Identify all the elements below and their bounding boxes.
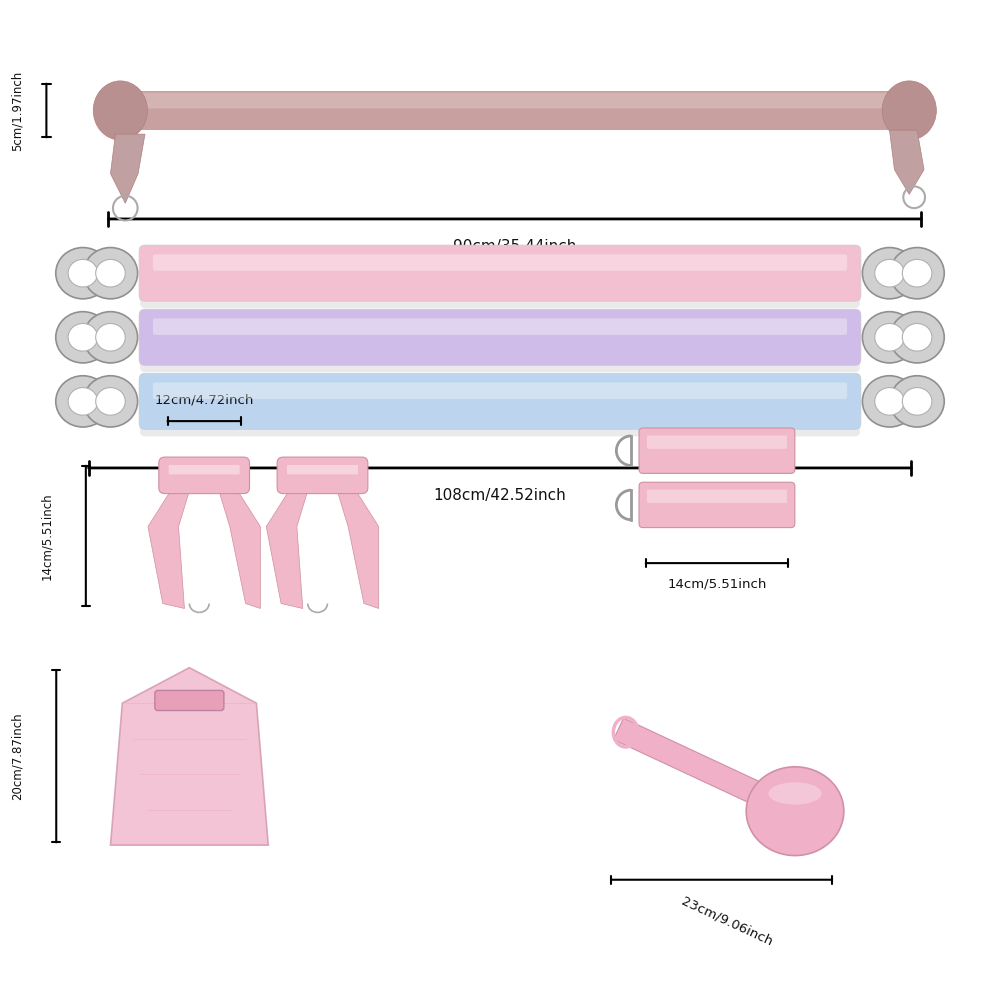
Ellipse shape (68, 323, 98, 351)
Ellipse shape (902, 259, 932, 287)
FancyBboxPatch shape (159, 457, 250, 494)
Ellipse shape (56, 248, 110, 299)
Ellipse shape (68, 388, 98, 415)
Ellipse shape (746, 767, 844, 856)
Text: 20cm/7.87inch: 20cm/7.87inch (10, 713, 23, 800)
Ellipse shape (875, 323, 904, 351)
FancyBboxPatch shape (647, 436, 787, 449)
FancyBboxPatch shape (140, 409, 860, 436)
Polygon shape (218, 488, 260, 608)
Ellipse shape (890, 312, 944, 363)
FancyBboxPatch shape (287, 465, 358, 474)
FancyBboxPatch shape (153, 383, 847, 399)
Text: 14cm/5.51inch: 14cm/5.51inch (40, 492, 53, 580)
Ellipse shape (862, 248, 917, 299)
Ellipse shape (83, 376, 138, 427)
Ellipse shape (768, 782, 822, 805)
FancyBboxPatch shape (140, 281, 860, 308)
FancyBboxPatch shape (155, 690, 224, 711)
Ellipse shape (902, 388, 932, 415)
Polygon shape (110, 668, 268, 845)
FancyBboxPatch shape (153, 254, 847, 271)
FancyBboxPatch shape (639, 482, 795, 528)
Ellipse shape (882, 81, 936, 140)
FancyBboxPatch shape (153, 318, 847, 335)
FancyBboxPatch shape (169, 465, 240, 474)
Ellipse shape (93, 81, 147, 140)
Ellipse shape (890, 248, 944, 299)
Ellipse shape (68, 259, 98, 287)
Ellipse shape (902, 323, 932, 351)
Ellipse shape (56, 376, 110, 427)
FancyBboxPatch shape (140, 345, 860, 372)
FancyBboxPatch shape (647, 490, 787, 503)
Text: 90cm/35.44inch: 90cm/35.44inch (453, 239, 576, 254)
Ellipse shape (862, 376, 917, 427)
Polygon shape (110, 134, 145, 203)
Polygon shape (148, 488, 190, 608)
FancyBboxPatch shape (133, 93, 896, 109)
Polygon shape (125, 91, 904, 130)
Polygon shape (890, 130, 924, 194)
Ellipse shape (96, 323, 125, 351)
Ellipse shape (96, 259, 125, 287)
Ellipse shape (862, 312, 917, 363)
FancyBboxPatch shape (139, 309, 861, 365)
Polygon shape (336, 488, 379, 608)
Polygon shape (614, 718, 820, 831)
Ellipse shape (875, 259, 904, 287)
Text: 108cm/42.52inch: 108cm/42.52inch (434, 488, 566, 503)
Ellipse shape (875, 388, 904, 415)
Ellipse shape (890, 376, 944, 427)
Ellipse shape (83, 248, 138, 299)
Ellipse shape (96, 388, 125, 415)
Ellipse shape (83, 312, 138, 363)
Text: 23cm/9.06inch: 23cm/9.06inch (679, 895, 774, 948)
FancyBboxPatch shape (639, 428, 795, 473)
FancyBboxPatch shape (277, 457, 368, 494)
Ellipse shape (56, 312, 110, 363)
Polygon shape (266, 488, 309, 608)
FancyBboxPatch shape (139, 373, 861, 429)
Text: 14cm/5.51inch: 14cm/5.51inch (667, 578, 767, 591)
Text: 5cm/1.97inch: 5cm/1.97inch (10, 70, 23, 151)
FancyBboxPatch shape (139, 245, 861, 301)
Text: 12cm/4.72inch: 12cm/4.72inch (154, 393, 254, 406)
